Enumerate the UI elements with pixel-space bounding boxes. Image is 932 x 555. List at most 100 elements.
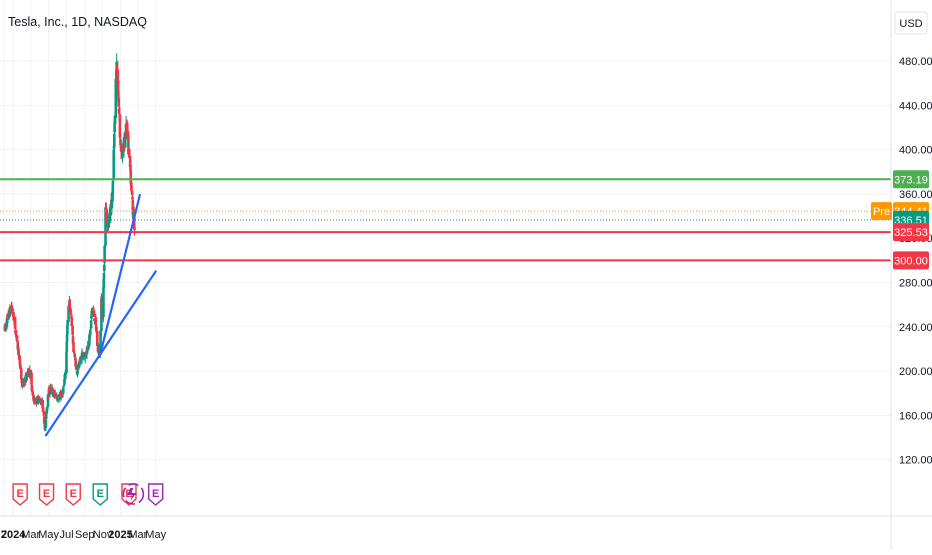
price-tick-label: 480.00	[899, 56, 932, 68]
earnings-marker[interactable]: E	[147, 483, 164, 506]
candle-body	[46, 394, 50, 408]
candle-body	[61, 387, 65, 394]
candle-body	[76, 371, 79, 373]
candle	[84, 354, 88, 357]
horizontal-levels	[0, 178, 891, 262]
candle-body	[31, 391, 35, 396]
candle-body	[30, 384, 34, 391]
candle-body	[129, 170, 133, 184]
dividend-split-marker[interactable]	[122, 483, 145, 505]
candle-body	[25, 373, 28, 381]
earnings-marker[interactable]: E	[12, 483, 28, 506]
candle-body	[111, 181, 115, 195]
candle	[80, 348, 84, 364]
candle-body	[103, 245, 106, 264]
earnings-marker[interactable]: E	[92, 483, 108, 506]
price-badge-label: 300.00	[894, 255, 928, 267]
candle-body	[57, 396, 61, 400]
candle-body	[118, 134, 122, 138]
candle	[68, 298, 72, 311]
candle-body	[6, 318, 10, 320]
candle	[99, 328, 102, 350]
candle-body	[30, 372, 33, 385]
trendlines[interactable]	[44, 193, 157, 437]
candle	[133, 225, 136, 236]
candle-body	[99, 330, 102, 347]
candle-body	[118, 114, 122, 138]
earnings-badge-shape	[65, 483, 81, 506]
candle	[65, 351, 68, 375]
earnings-badge-shape	[147, 483, 164, 506]
candle-body	[100, 296, 104, 311]
price-tick-label: 280.00	[899, 278, 932, 290]
candle-body	[86, 346, 90, 348]
candle-body	[79, 359, 83, 362]
candle-body	[113, 115, 117, 125]
candle-body	[91, 308, 94, 310]
time-tick-label: Sep	[75, 529, 95, 541]
candle-body	[109, 204, 113, 216]
candle-body	[43, 428, 47, 430]
candle-body	[65, 334, 69, 342]
candle-body	[66, 320, 69, 326]
candle-body	[102, 279, 106, 289]
candle-body	[19, 366, 22, 370]
candle-body	[16, 339, 19, 341]
candle	[114, 75, 118, 124]
lightning-icon	[127, 488, 137, 501]
candle-body	[133, 227, 136, 230]
candle-body	[84, 354, 88, 356]
candle-body	[89, 320, 93, 329]
candle-body	[37, 398, 41, 401]
pre-market-tag-label: Pre	[873, 206, 890, 218]
price-tick-label: 160.00	[899, 410, 932, 422]
candle	[127, 148, 131, 158]
candle-body	[45, 406, 49, 409]
candle-body	[71, 325, 74, 336]
candle-body	[76, 365, 80, 371]
candle-body	[128, 156, 132, 168]
candle-body	[102, 286, 105, 318]
currency-button[interactable]	[894, 11, 928, 35]
candle	[33, 395, 37, 405]
candle-body	[115, 68, 118, 81]
price-tick-label: 120.00	[899, 455, 932, 467]
time-tick-label: Jul	[59, 529, 73, 541]
time-tick-label: 2024	[1, 529, 26, 541]
candle-body	[66, 325, 69, 335]
trendline[interactable]	[98, 193, 141, 358]
earnings-marker[interactable]: E	[38, 483, 55, 506]
candle-body	[13, 316, 17, 329]
candle-body	[45, 408, 49, 414]
candle-body	[117, 108, 121, 114]
candle-body	[104, 207, 107, 246]
candle-body	[35, 402, 39, 405]
candle-body	[64, 372, 67, 375]
time-tick-label: 7	[1, 529, 7, 541]
price-scale[interactable]: 480.00440.00400.00360.00320.00280.00240.…	[899, 56, 932, 467]
candle-body	[10, 307, 14, 311]
candle-body	[43, 424, 46, 426]
earnings-letter: E	[97, 488, 104, 500]
candle-body	[17, 346, 20, 356]
candle-body	[95, 329, 98, 332]
candle-body	[4, 327, 8, 329]
earnings-letter: E	[16, 488, 23, 500]
price-badge	[893, 223, 929, 242]
earnings-letter: E	[43, 488, 50, 500]
candle-body	[96, 331, 99, 347]
price-tick-label: 200.00	[899, 366, 932, 378]
price-tick-label: 440.00	[899, 100, 932, 112]
candle-body	[33, 399, 37, 403]
time-tick-label: Nov	[93, 529, 113, 541]
candle-body	[41, 399, 45, 409]
earnings-letter: E	[152, 488, 159, 500]
candle	[102, 282, 105, 323]
candle	[86, 347, 90, 352]
candle-body	[38, 398, 42, 400]
candle-body	[86, 347, 90, 349]
candle-body	[88, 335, 91, 345]
earnings-marker[interactable]: E	[65, 483, 81, 506]
